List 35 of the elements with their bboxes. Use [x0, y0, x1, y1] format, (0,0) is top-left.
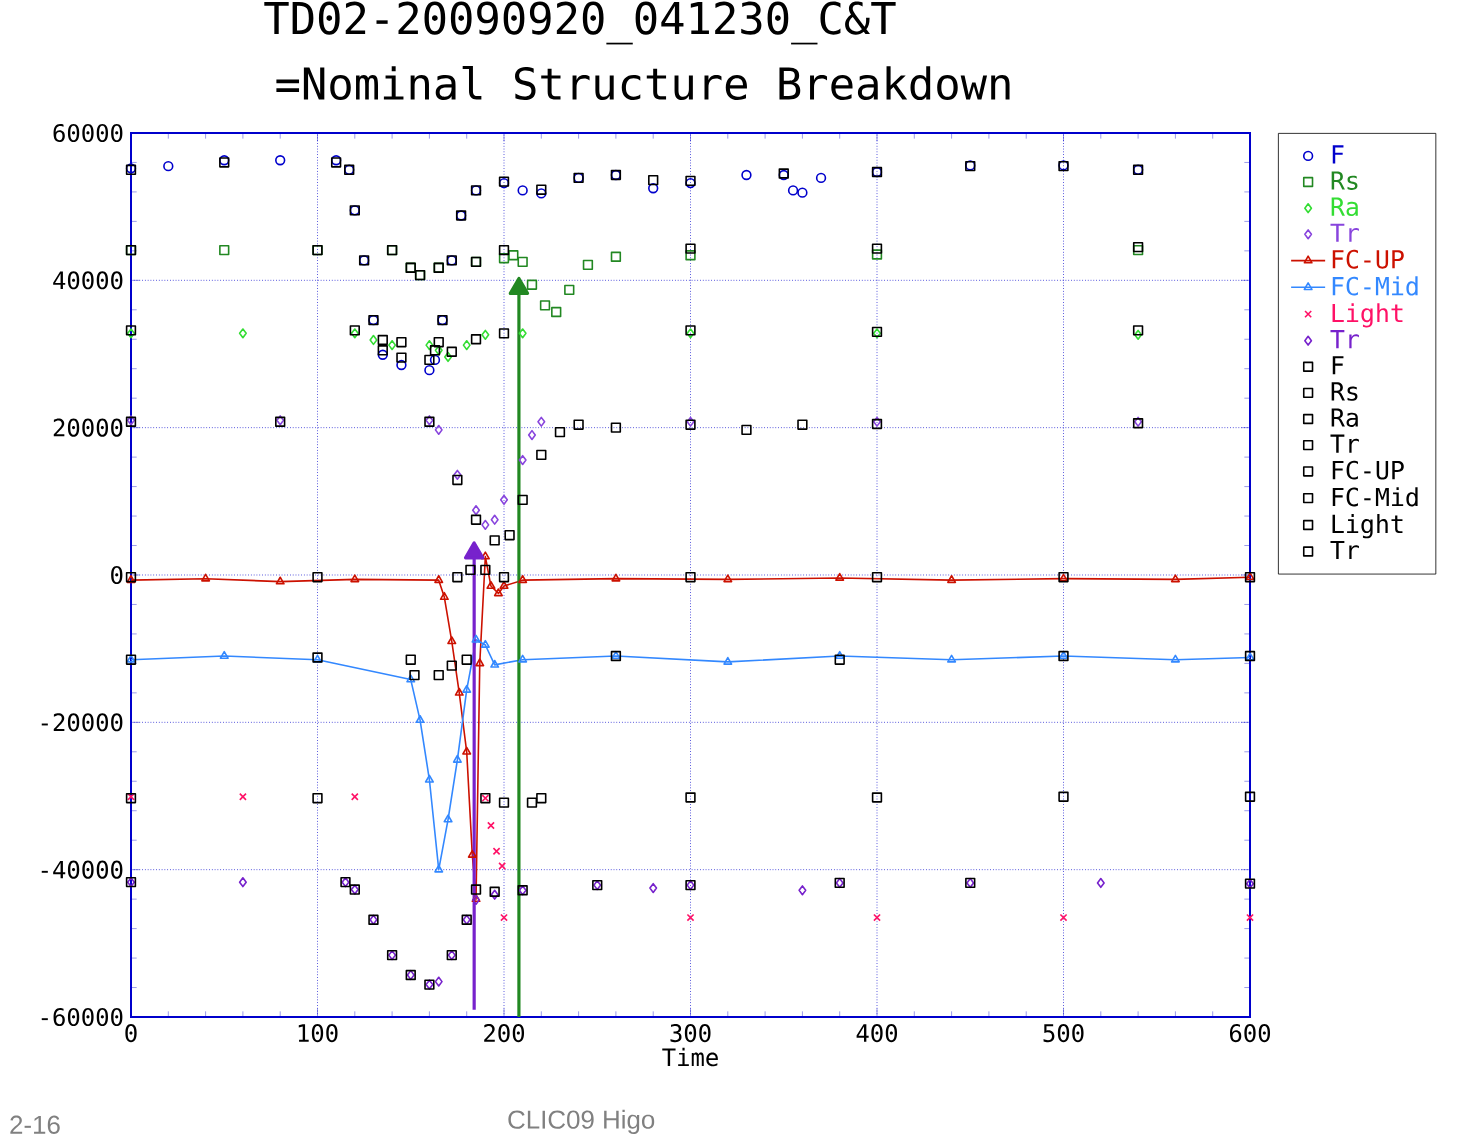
legend-label: FC-UP: [1332, 249, 1404, 269]
text: CLIC09 Higo: [508, 1109, 655, 1134]
legend-label: Tr: [1330, 223, 1359, 242]
y-tick-label: -60000: [41, 1007, 123, 1027]
legend-label: Ra: [1331, 197, 1358, 217]
x-tick-label: 0: [125, 1024, 137, 1043]
legend-label: Tr: [1330, 330, 1359, 349]
x-tick-label: 500: [1043, 1024, 1084, 1043]
y-tick-label: -20000: [41, 713, 123, 732]
x-axis-title: Time: [662, 1047, 718, 1067]
legend-label: Light: [1332, 514, 1403, 539]
legend-label: FC-Mid: [1332, 276, 1418, 296]
legend-label: Tr: [1330, 540, 1359, 560]
chart-subtitle: =Nominal Structure Breakdown: [276, 65, 1010, 101]
y-tick-label: 20000: [53, 418, 123, 437]
legend-label: Rs: [1331, 382, 1358, 401]
legend-label: F: [1332, 356, 1344, 375]
chart-title: TD02-20090920_041230_C&T: [264, 1, 896, 45]
legend-label: FC-Mid: [1332, 487, 1418, 507]
x-tick-label: 400: [856, 1024, 898, 1043]
legend-label: Ra: [1331, 408, 1358, 427]
legend-label: FC-UP: [1332, 460, 1404, 480]
y-tick-label: 60000: [53, 123, 123, 143]
x-tick-label: 300: [670, 1024, 711, 1043]
legend-label: F: [1332, 145, 1344, 164]
x-tick-label: 200: [484, 1024, 525, 1043]
y-tick-label: 0: [111, 565, 123, 585]
text: 2-16: [10, 1115, 60, 1134]
legend-label: Light: [1332, 303, 1403, 328]
y-tick-label: 40000: [53, 271, 123, 290]
legend-label: Rs: [1331, 171, 1358, 190]
legend-label: Tr: [1330, 434, 1359, 453]
y-tick-label: -40000: [41, 860, 123, 879]
x-tick-label: 100: [298, 1024, 338, 1043]
x-tick-label: 600: [1229, 1024, 1271, 1043]
